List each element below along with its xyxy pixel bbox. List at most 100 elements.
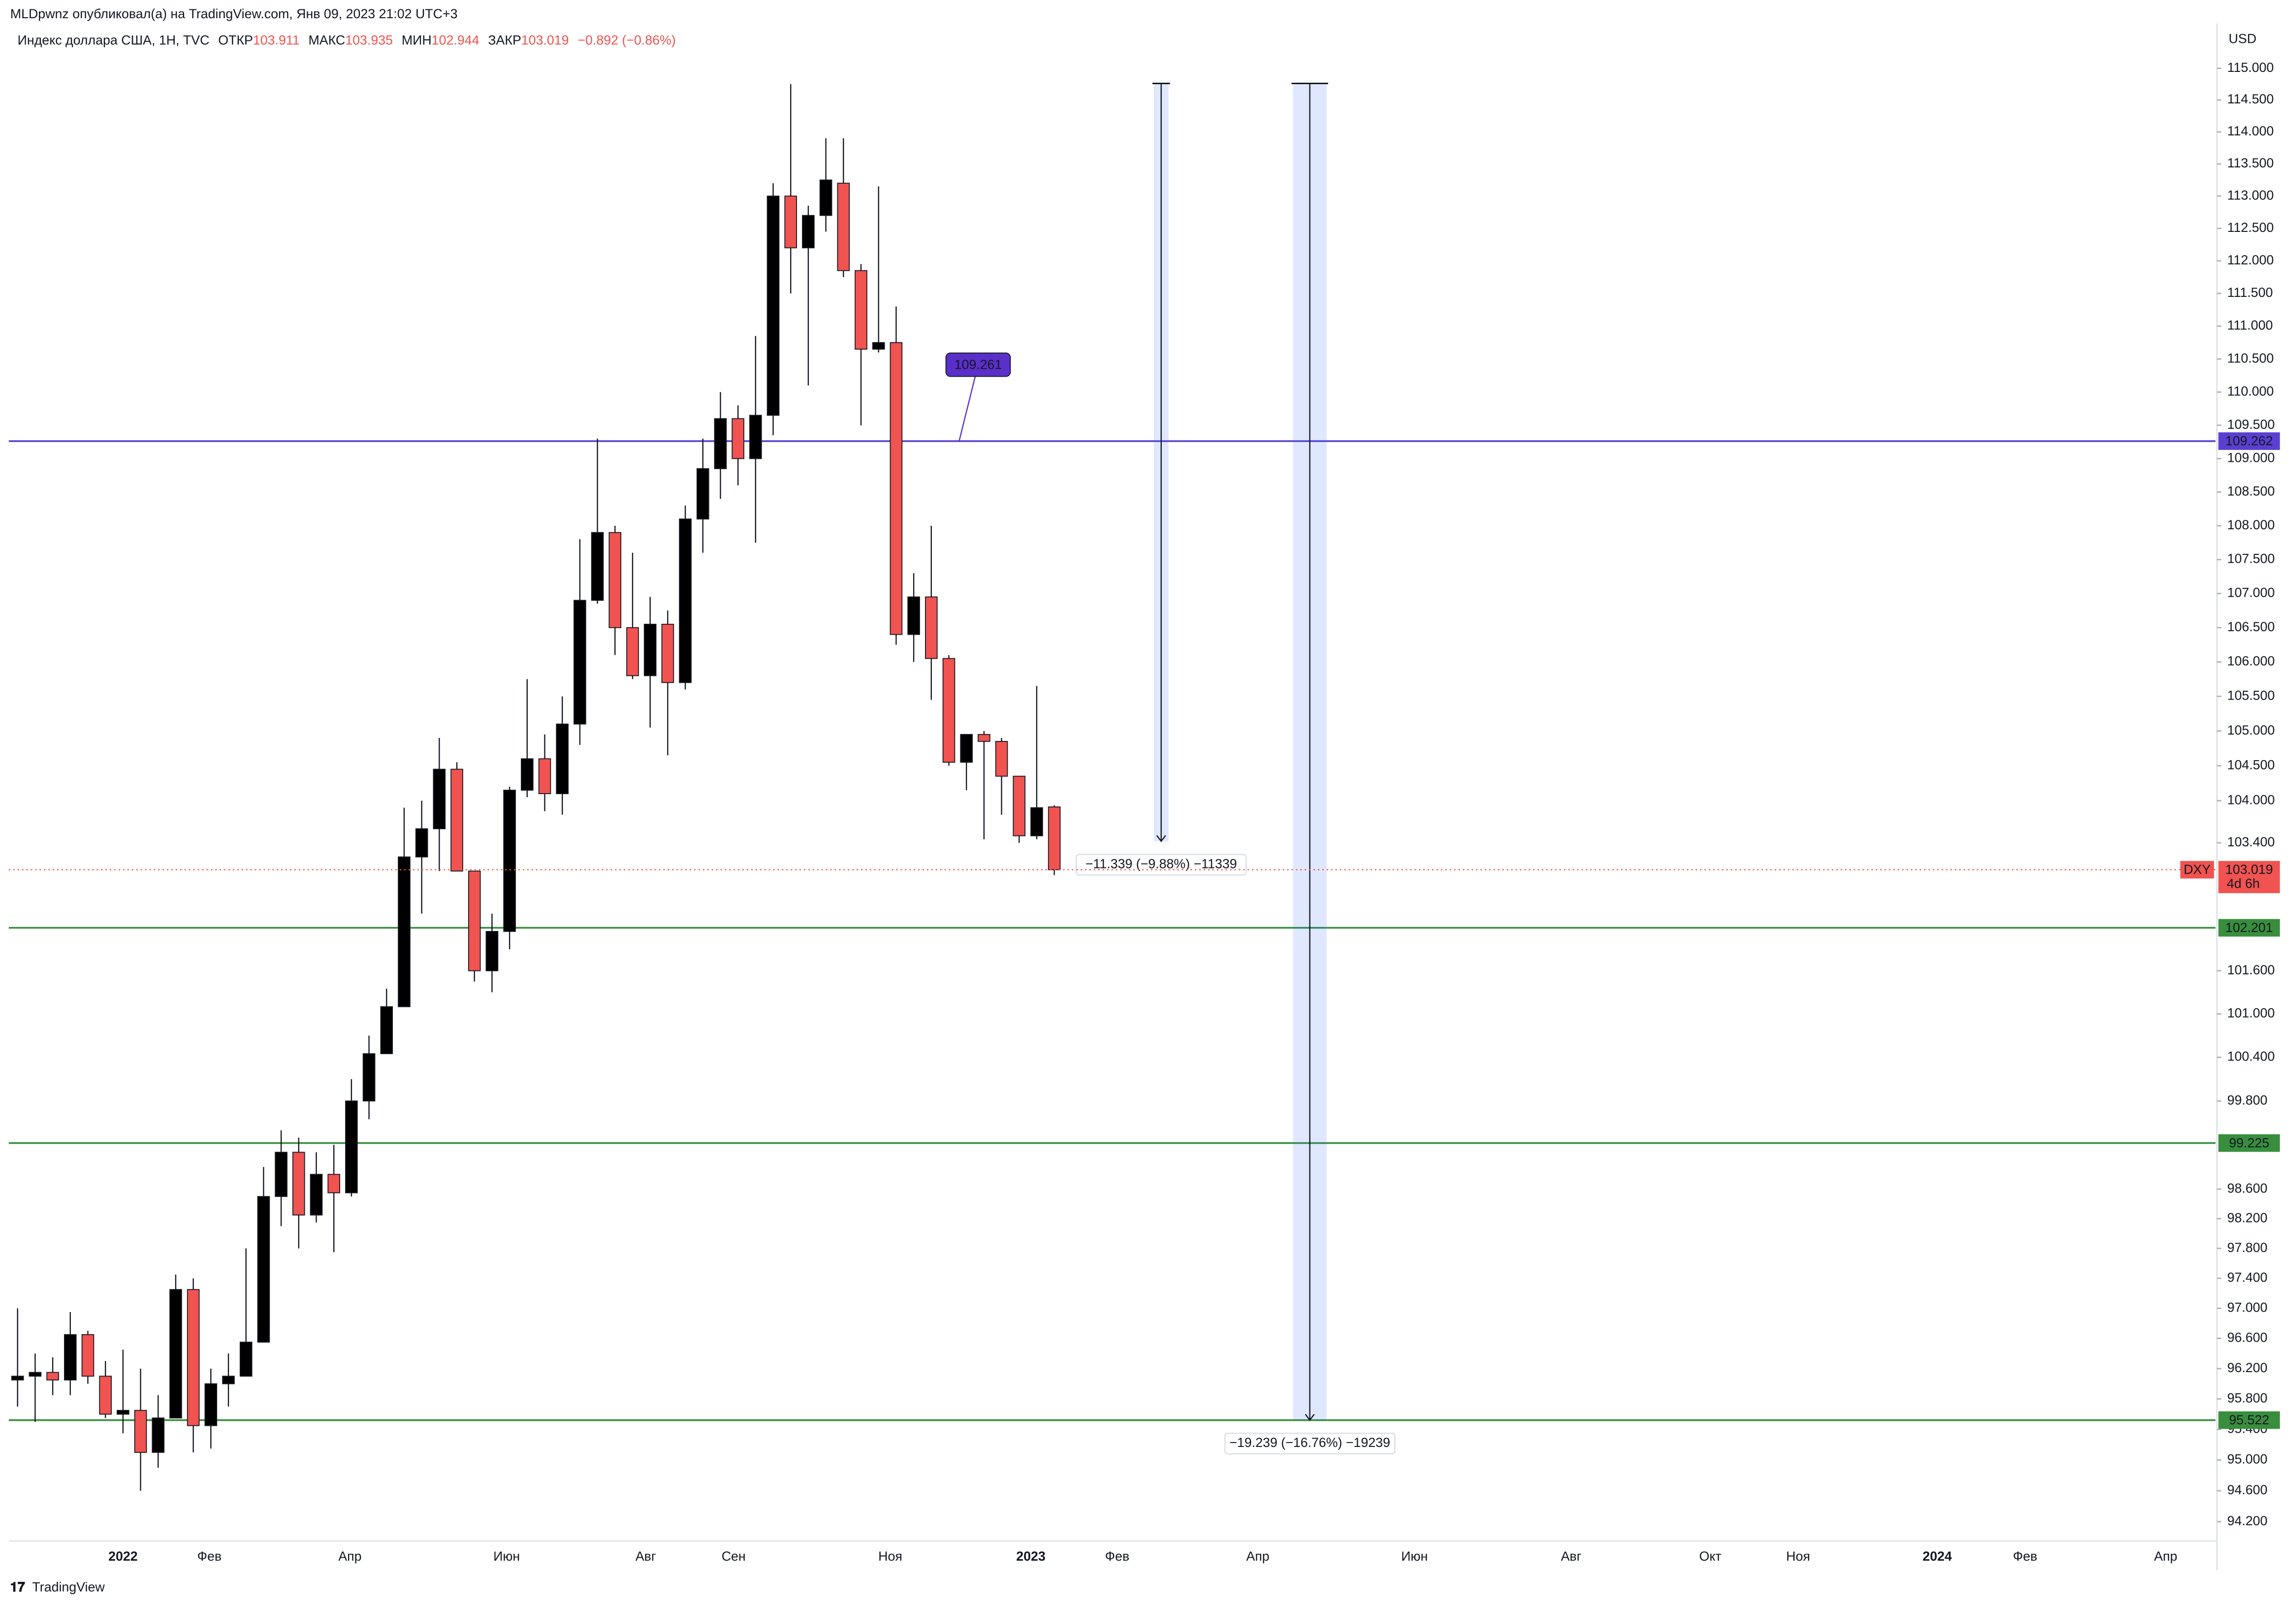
x-tick-label: Ноя (1786, 1549, 1810, 1564)
candle-body (978, 734, 990, 742)
symbol-legend: Индекс доллара США, 1Н, TVC ОТКР103.911 МА… (18, 32, 676, 47)
x-tick-label: Июн (493, 1549, 520, 1564)
legend-value: 103.911 (253, 32, 300, 47)
candle-body (117, 1410, 129, 1415)
y-tick-label: 100.400 (2227, 1049, 2275, 1064)
callout-box (945, 353, 1011, 377)
symbol-title: Индекс доллара США, 1Н, TVC (18, 32, 210, 47)
y-tick-label: 113.500 (2227, 156, 2274, 170)
candle-body (784, 195, 797, 249)
candle-body (503, 790, 516, 932)
candle-body (187, 1289, 200, 1426)
price-tag-label: 95.522 (2229, 1412, 2269, 1427)
candle-body (310, 1174, 323, 1216)
candle-body (275, 1152, 287, 1197)
candle-body (626, 627, 639, 676)
candle-body (679, 518, 692, 683)
legend-label: ЗАКР (488, 32, 521, 47)
price-tag-label: 99.225 (2229, 1135, 2269, 1150)
y-tick-label: 110.000 (2227, 384, 2274, 398)
legend-value: 103.935 (345, 32, 393, 47)
candle-body (1048, 806, 1061, 870)
currency: USD (2229, 31, 2257, 46)
candle-body (732, 418, 744, 459)
candle-body (468, 870, 481, 971)
callout-pointer (958, 376, 976, 442)
candle-body (925, 596, 938, 659)
legend-value: 102.944 (432, 32, 479, 47)
y-tick-label: 107.500 (2227, 551, 2275, 566)
measure-label-box (1224, 1432, 1396, 1455)
candle-body (556, 723, 569, 794)
x-tick-label: Сен (722, 1549, 746, 1564)
candle-body (749, 415, 762, 459)
candle-body (433, 769, 446, 830)
candle-body (538, 758, 551, 794)
y-tick-label: 110.500 (2227, 351, 2274, 365)
candle-body (99, 1376, 112, 1415)
measure-label: −19.239 (−16.76%) −19239 (1229, 1435, 1390, 1450)
symbol-tag-label: DXY (2184, 862, 2211, 877)
x-tick-label: Авг (636, 1549, 656, 1564)
x-tick-label: Окт (1699, 1549, 1722, 1564)
measure-arrow-head (1305, 1413, 1315, 1421)
candle-body (942, 658, 956, 763)
candle-body (380, 1006, 393, 1055)
candle-body (415, 828, 428, 858)
footer-brand: TradingView (32, 1579, 105, 1594)
candle-body (802, 215, 815, 249)
y-tick-label: 95.000 (2227, 1452, 2267, 1467)
legend-value: 103.019 (521, 32, 569, 47)
candle-body (64, 1334, 77, 1380)
y-tick-label: 107.000 (2227, 585, 2275, 600)
y-tick-label: 112.000 (2227, 253, 2274, 267)
y-tick-label: 111.000 (2227, 318, 2273, 333)
candle-body (855, 270, 867, 350)
legend-label: МИН (402, 32, 432, 47)
candle-body (591, 532, 604, 601)
y-tick-label: 97.000 (2227, 1300, 2267, 1315)
x-tick-label: Фев (2013, 1549, 2037, 1564)
y-tick-label: 112.500 (2227, 220, 2274, 235)
publisher: MLDpwnz опубликовал(а) на TradingView.co… (10, 6, 458, 21)
candle-body (819, 179, 832, 216)
y-tick-label: 101.600 (2227, 962, 2275, 977)
y-tick-label: 96.600 (2227, 1330, 2267, 1345)
x-tick-label: 2024 (1922, 1549, 1952, 1564)
y-tick-label: 101.000 (2227, 1005, 2275, 1020)
y-tick-label: 104.500 (2227, 757, 2275, 772)
candle-body (643, 624, 657, 676)
candle-body (995, 740, 1008, 777)
candle-body (960, 734, 973, 763)
candle-body (292, 1152, 305, 1216)
y-tick-label: 104.000 (2227, 792, 2275, 807)
x-tick-label: Авг (1561, 1549, 1582, 1564)
measure-label: −11.339 (−9.88%) −11339 (1085, 856, 1237, 871)
y-tick-label: 106.000 (2227, 654, 2275, 669)
y-tick-label: 115.000 (2227, 60, 2274, 75)
candle-body (890, 342, 903, 635)
y-tick-label: 98.200 (2227, 1210, 2267, 1225)
y-tick-label: 114.500 (2227, 92, 2274, 106)
price-tag-label: 102.201 (2225, 920, 2273, 935)
candle-body (11, 1376, 24, 1380)
symbol-tag (2180, 861, 2214, 879)
y-tick-label: 99.800 (2227, 1092, 2267, 1107)
candle-body (46, 1372, 59, 1380)
measure-arrow-head (1156, 835, 1166, 842)
y-tick-label: 95.800 (2227, 1391, 2267, 1406)
x-tick-label: Апр (1246, 1549, 1269, 1564)
candle-body (608, 532, 622, 628)
x-tick-label: Фев (197, 1549, 222, 1564)
candle-body (485, 931, 499, 971)
candle-body (1030, 807, 1043, 836)
x-tick-label: 2022 (108, 1549, 138, 1564)
legend-label: ОТКР (218, 32, 253, 47)
candle-body (398, 856, 411, 1007)
measure-label-box (1075, 854, 1247, 876)
price-tag (2218, 432, 2280, 450)
y-tick-label: 108.500 (2227, 484, 2275, 499)
price-tag (2218, 919, 2280, 937)
